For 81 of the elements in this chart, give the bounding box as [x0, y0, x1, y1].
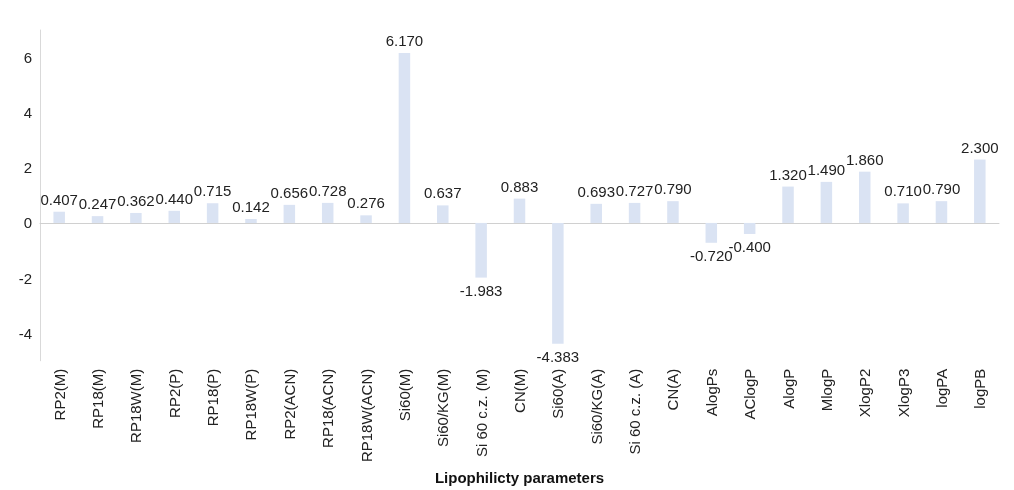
- x-tick-label: RP2(P): [165, 368, 183, 418]
- x-tick-label: AlogP: [779, 368, 797, 409]
- x-tick-label: RP18W(M): [127, 368, 145, 443]
- bar: [283, 204, 296, 223]
- data-label: 2.300: [961, 138, 999, 156]
- bar: [858, 171, 871, 223]
- bar: [53, 211, 65, 223]
- x-tick-label: Si60/KG(A): [587, 368, 605, 445]
- data-label: 0.247: [78, 195, 117, 213]
- x-tick-label: RP18(M): [89, 368, 107, 429]
- y-tick-label: 0: [23, 214, 32, 232]
- y-tick-label: -2: [18, 269, 32, 287]
- bar: [743, 222, 756, 234]
- x-tick-label: AlogPs: [702, 368, 720, 417]
- bar: [820, 181, 833, 223]
- x-tick-label: MlogP: [817, 368, 835, 412]
- data-label: 0.407: [40, 190, 78, 208]
- x-tick-label: logPA: [932, 368, 950, 408]
- bar: [130, 212, 142, 223]
- data-label: -0.720: [690, 246, 733, 264]
- bar: [398, 52, 411, 223]
- bar: [245, 219, 257, 223]
- data-label: 1.860: [845, 150, 884, 168]
- x-tick-label: XlogP3: [894, 368, 912, 418]
- x-tick-label: Si60(A): [549, 368, 567, 419]
- data-label: 6.170: [385, 31, 424, 49]
- x-tick-label: RP18W(ACN): [357, 368, 375, 463]
- data-label: -4.383: [536, 347, 580, 365]
- bar: [897, 203, 909, 223]
- x-tick-label: RP18W(P): [242, 368, 260, 441]
- bar: [437, 205, 449, 223]
- x-axis-title: Lipophilicty parameters: [434, 469, 605, 486]
- bar: [667, 201, 679, 223]
- x-tick-label: CN(M): [511, 368, 528, 413]
- x-tick-label: XlogP2: [856, 368, 874, 418]
- data-label: -1.983: [459, 281, 503, 299]
- data-label: 0.142: [232, 198, 270, 216]
- data-label: 0.637: [424, 184, 462, 202]
- data-label: 0.883: [500, 177, 539, 195]
- bar: [935, 201, 948, 223]
- bar: [475, 222, 487, 278]
- x-tick-label: Si 60 c.z. (M): [472, 368, 490, 458]
- x-tick-label: AClogP: [741, 368, 759, 420]
- data-label: 0.790: [654, 180, 692, 198]
- bar: [628, 202, 641, 223]
- data-label: 1.490: [807, 160, 846, 178]
- data-label: 0.362: [117, 191, 155, 209]
- bar: [360, 215, 372, 223]
- bar: [705, 222, 718, 243]
- bar: [552, 222, 564, 344]
- bar: [974, 159, 986, 223]
- bar: [206, 203, 219, 223]
- data-label: 0.715: [193, 182, 232, 200]
- data-label: 0.276: [347, 194, 385, 212]
- y-tick-label: 2: [23, 159, 32, 177]
- y-tick-label: 6: [23, 49, 32, 67]
- x-tick-label: RP2(M): [50, 368, 68, 421]
- bar: [513, 198, 526, 223]
- x-tick-label: RP18(P): [204, 368, 222, 427]
- data-label: 0.790: [922, 180, 961, 198]
- x-tick-label: RP2(ACN): [280, 368, 298, 440]
- x-tick-label: Si60/KG(M): [434, 368, 452, 448]
- data-label: 0.710: [884, 182, 922, 200]
- x-tick-label: Si60(M): [395, 368, 413, 422]
- data-label: 0.693: [577, 182, 615, 200]
- bar: [91, 216, 104, 223]
- x-tick-label: logPB: [971, 368, 989, 409]
- bar: [168, 210, 181, 223]
- x-tick-label: RP18(ACN): [319, 368, 337, 448]
- data-label: 0.656: [270, 183, 309, 201]
- y-tick-label: -4: [18, 324, 32, 342]
- data-label: 0.440: [155, 189, 194, 207]
- y-tick-label: 4: [23, 104, 32, 122]
- data-label: 1.320: [769, 165, 807, 183]
- data-label: 0.728: [308, 181, 347, 199]
- bar: [321, 202, 334, 223]
- bar: [590, 203, 602, 223]
- data-label: 0.727: [615, 181, 654, 199]
- x-tick-label: CN(A): [664, 368, 682, 411]
- x-tick-label: Si 60 c.z. (A): [626, 368, 644, 455]
- bar: [782, 186, 794, 223]
